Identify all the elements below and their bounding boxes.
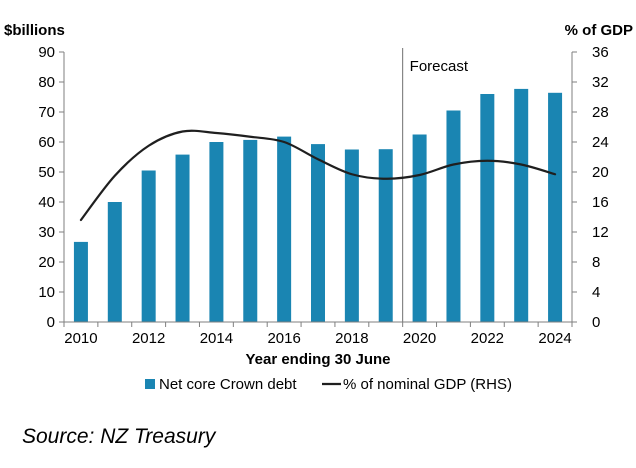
forecast-label: Forecast xyxy=(410,58,469,75)
y-right-tick-label-32: 32 xyxy=(592,74,609,91)
y-right-tick-label-0: 0 xyxy=(592,314,600,331)
bar-2020 xyxy=(412,134,427,322)
y-left-tick-label-40: 40 xyxy=(38,194,55,211)
bar-2021 xyxy=(446,110,461,322)
bar-2019 xyxy=(378,149,393,322)
y-left-tick-label-10: 10 xyxy=(38,284,55,301)
y-left-tick-label-80: 80 xyxy=(38,74,55,91)
bar-2015 xyxy=(243,139,258,322)
bar-2013 xyxy=(175,154,190,322)
y-left-tick-label-20: 20 xyxy=(38,254,55,271)
y-right-tick-label-24: 24 xyxy=(592,134,609,151)
legend-swatch-net-core-crown-debt xyxy=(145,379,155,389)
legend-label-net-core-crown-debt: Net core Crown debt xyxy=(159,376,297,393)
y-right-tick-label-8: 8 xyxy=(592,254,600,271)
x-tick-label-2012: 2012 xyxy=(132,330,165,347)
y-right-tick-label-16: 16 xyxy=(592,194,609,211)
y-right-tick-label-36: 36 xyxy=(592,44,609,61)
y-axis-right-title: % of GDP xyxy=(565,22,633,39)
source-note: Source: NZ Treasury xyxy=(22,425,216,448)
x-axis-title: Year ending 30 June xyxy=(245,351,390,368)
x-tick-label-2016: 2016 xyxy=(267,330,300,347)
y-left-tick-label-0: 0 xyxy=(47,314,55,331)
bar-2023 xyxy=(514,88,529,323)
bar-2016 xyxy=(277,136,292,322)
x-tick-label-2014: 2014 xyxy=(200,330,233,347)
y-left-tick-label-60: 60 xyxy=(38,134,55,151)
gdp-share-line xyxy=(79,129,557,222)
x-tick-label-2010: 2010 xyxy=(64,330,97,347)
y-right-tick-label-20: 20 xyxy=(592,164,609,181)
y-axis-left-title: $billions xyxy=(4,22,65,39)
y-left-tick-label-90: 90 xyxy=(38,44,55,61)
y-right-tick-label-28: 28 xyxy=(592,104,609,121)
y-right-tick-label-12: 12 xyxy=(592,224,609,241)
bar-2022 xyxy=(480,94,495,322)
y-right-tick-label-4: 4 xyxy=(592,284,600,301)
legend-label-gdp-share: % of nominal GDP (RHS) xyxy=(343,376,512,393)
x-tick-label-2020: 2020 xyxy=(403,330,436,347)
bar-2010 xyxy=(73,241,88,322)
bar-2011 xyxy=(107,202,122,322)
x-tick-label-2022: 2022 xyxy=(471,330,504,347)
x-tick-label-2024: 2024 xyxy=(538,330,571,347)
bar-2012 xyxy=(141,170,156,322)
x-tick-label-2018: 2018 xyxy=(335,330,368,347)
bar-2017 xyxy=(311,144,325,322)
bar-2024 xyxy=(548,92,563,322)
y-left-tick-label-50: 50 xyxy=(38,164,55,181)
bar-2018 xyxy=(344,149,359,322)
y-left-tick-label-30: 30 xyxy=(38,224,55,241)
y-left-tick-label-70: 70 xyxy=(38,104,55,121)
bar-2014 xyxy=(209,142,224,322)
